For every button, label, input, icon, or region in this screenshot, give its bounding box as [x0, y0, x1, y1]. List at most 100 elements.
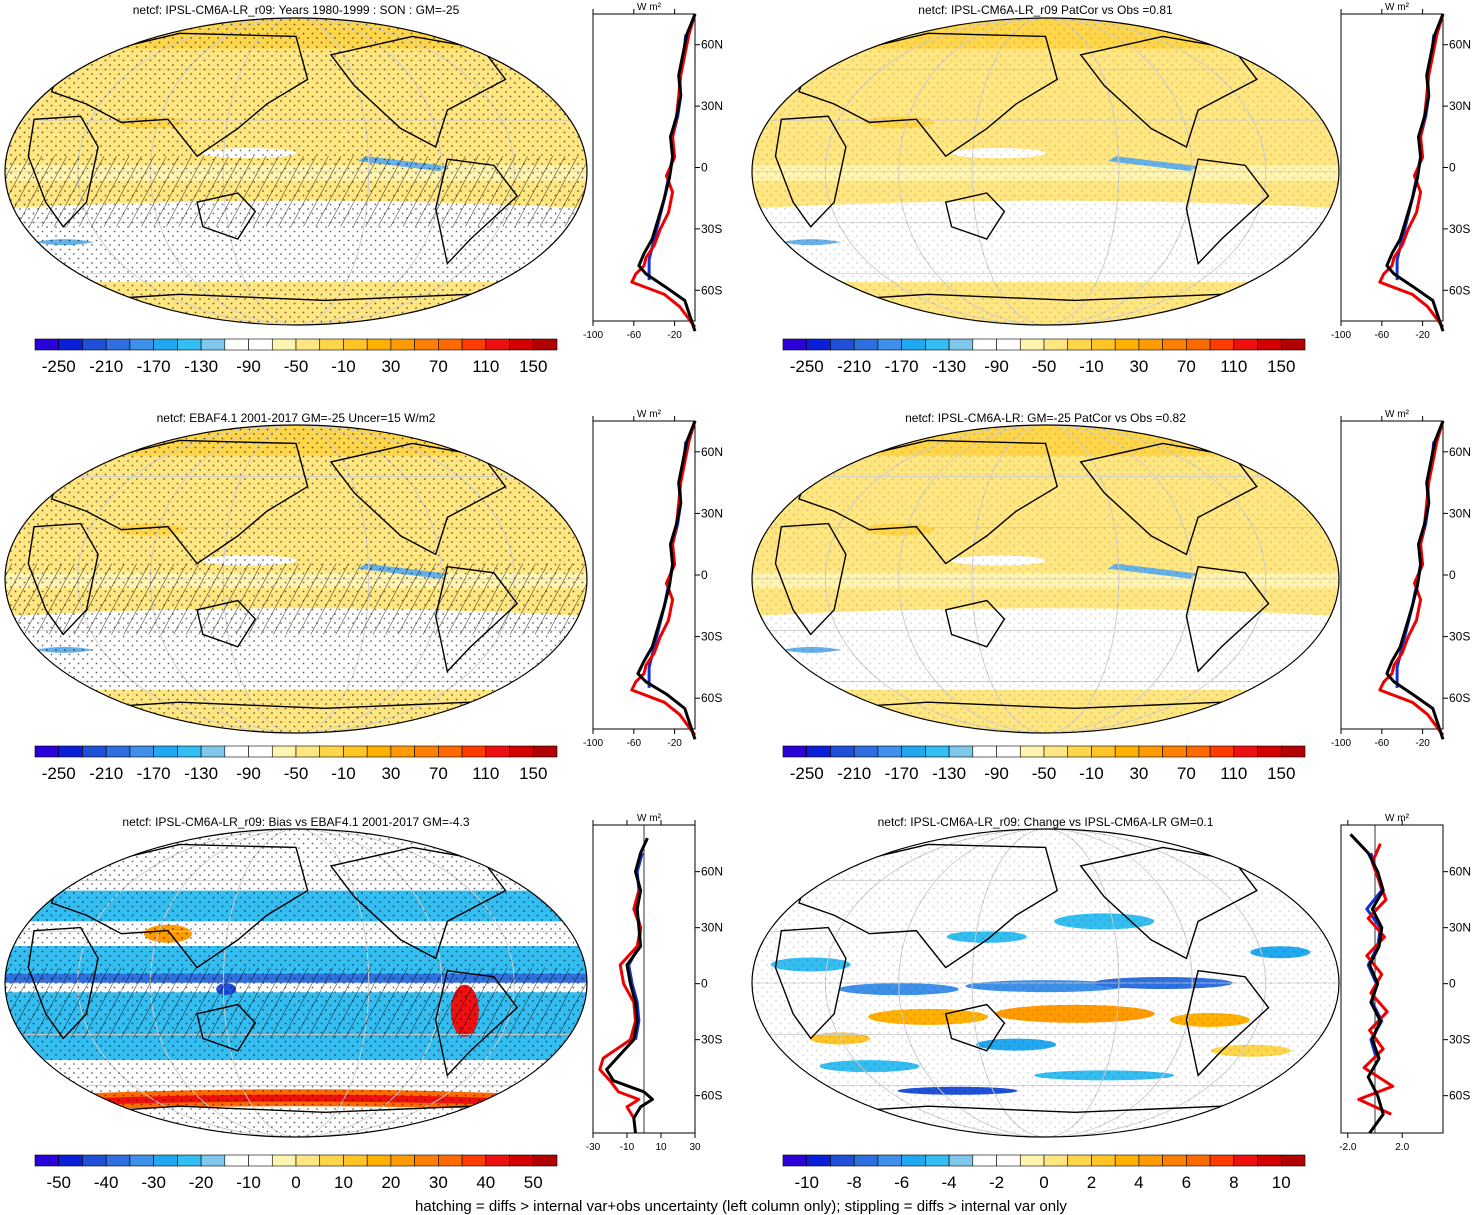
colorbar-box: [1186, 1154, 1211, 1167]
profile-lat-label: 0: [1449, 568, 1456, 582]
colorbar-box: [105, 745, 131, 758]
map-border: [751, 828, 1340, 1138]
colorbar-tick-label: -50: [284, 764, 309, 783]
colorbar-box: [948, 338, 974, 351]
colorbar-box: [1019, 1154, 1045, 1167]
colorbar-box: [972, 1154, 997, 1167]
map-border: [4, 424, 588, 734]
profile-lat-label: 30S: [1449, 630, 1470, 644]
profile-x-tick-label: -100: [583, 330, 603, 341]
map-field: [752, 18, 1339, 325]
colorbar-box: [153, 338, 178, 351]
colorbar-box: [34, 745, 60, 758]
colorbar-tick-label: -130: [932, 764, 966, 783]
stippling: [752, 425, 1339, 733]
colorbar-box: [319, 1154, 344, 1167]
colorbar-box: [177, 1154, 202, 1167]
profile-unit-label: W m²: [1385, 2, 1410, 13]
colorbar-box: [948, 1154, 974, 1167]
colorbar-tick-label: -2: [989, 1173, 1004, 1192]
colorbar-box: [224, 338, 249, 351]
profile-lat-label: 30S: [1449, 222, 1470, 236]
colorbar-box: [390, 745, 415, 758]
colorbar-box: [1280, 745, 1306, 758]
profile-x-tick-label: -30: [586, 1142, 601, 1153]
profile-lat-label: 60S: [1449, 1089, 1470, 1103]
colorbar-tick-label: 20: [381, 1173, 400, 1192]
colorbar-box: [343, 338, 368, 351]
colorbar-box: [509, 338, 534, 351]
colorbar-box: [1114, 1154, 1140, 1167]
colorbar-box: [1162, 1154, 1187, 1167]
colorbar-tick-label: 70: [429, 764, 448, 783]
colorbar-tick-label: 40: [476, 1173, 495, 1192]
colorbar-box: [200, 338, 226, 351]
colorbar-box: [1233, 1154, 1258, 1167]
panel-3: netcf: EBAF4.1 2001-2017 GM=-25 Uncer=15…: [4, 409, 723, 783]
colorbar-box: [782, 745, 808, 758]
colorbar-box: [271, 338, 297, 351]
profile-lat-label: 30N: [701, 921, 723, 935]
colorbar-tick-label: -250: [790, 764, 824, 783]
colorbar-tick-label: -50: [46, 1173, 71, 1192]
colorbar-box: [1043, 1154, 1069, 1167]
colorbar-tick-label: 4: [1134, 1173, 1143, 1192]
colorbar-box: [485, 338, 510, 351]
colorbar-tick-label: -8: [847, 1173, 862, 1192]
profile-x-tick-label: -60: [627, 738, 642, 749]
profile-x-tick-label: -60: [627, 330, 642, 341]
colorbar-box: [806, 1154, 831, 1167]
colorbar-box: [877, 338, 902, 351]
colorbar-tick-label: -10: [331, 764, 356, 783]
colorbar-box: [319, 338, 344, 351]
colorbar-box: [509, 1154, 534, 1167]
profile-x-tick-label: 2.0: [1395, 1142, 1409, 1153]
colorbar-box: [996, 338, 1021, 351]
colorbar-tick-label: 30: [381, 357, 400, 376]
colorbar-tick-label: 30: [381, 764, 400, 783]
profile-unit-label: W m²: [637, 813, 662, 824]
colorbar-tick-label: 6: [1182, 1173, 1191, 1192]
map-field: [5, 425, 587, 733]
colorbar-box: [948, 745, 974, 758]
colorbar-box: [224, 1154, 249, 1167]
profile-line-model: [605, 837, 654, 1134]
colorbar-box: [532, 745, 558, 758]
colorbar-box: [58, 338, 83, 351]
colorbar-box: [806, 745, 831, 758]
colorbar-box: [1043, 745, 1069, 758]
map-border: [751, 17, 1340, 326]
profile-lat-label: 60S: [701, 691, 722, 705]
profile-frame: [1340, 13, 1444, 322]
stippling: [752, 18, 1339, 325]
colorbar-box: [1067, 1154, 1092, 1167]
colorbar-box: [1114, 338, 1140, 351]
profile-unit-label: W m²: [1385, 409, 1410, 420]
profile-x-tick-label: -20: [1415, 738, 1430, 749]
colorbar-tick-label: 0: [1039, 1173, 1048, 1192]
profile-x-tick-label: -20: [1415, 330, 1430, 341]
colorbar-tick-label: -170: [137, 764, 171, 783]
colorbar-box: [1233, 338, 1258, 351]
colorbar-box: [806, 338, 831, 351]
map-field: [752, 425, 1339, 733]
colorbar-box: [1043, 338, 1069, 351]
colorbar-tick-label: -170: [885, 764, 919, 783]
map-border: [751, 424, 1340, 734]
colorbar-box: [224, 745, 249, 758]
colorbar-tick-label: 110: [472, 357, 499, 376]
colorbar-box: [1019, 338, 1045, 351]
colorbar-box: [877, 745, 902, 758]
colorbar-box: [1162, 338, 1187, 351]
profile-lat-label: 30S: [701, 630, 722, 644]
profile-lat-label: 60N: [701, 38, 723, 52]
hatching: [5, 563, 587, 635]
colorbar-box: [853, 1154, 879, 1167]
colorbar-box: [343, 745, 368, 758]
profile-x-tick-label: -20: [667, 738, 682, 749]
profile-x-tick-label: -20: [667, 330, 682, 341]
colorbar-box: [248, 1154, 273, 1167]
profile-frame: [592, 420, 696, 730]
colorbar-tick-label: -250: [42, 764, 76, 783]
colorbar-tick-label: -130: [184, 764, 218, 783]
